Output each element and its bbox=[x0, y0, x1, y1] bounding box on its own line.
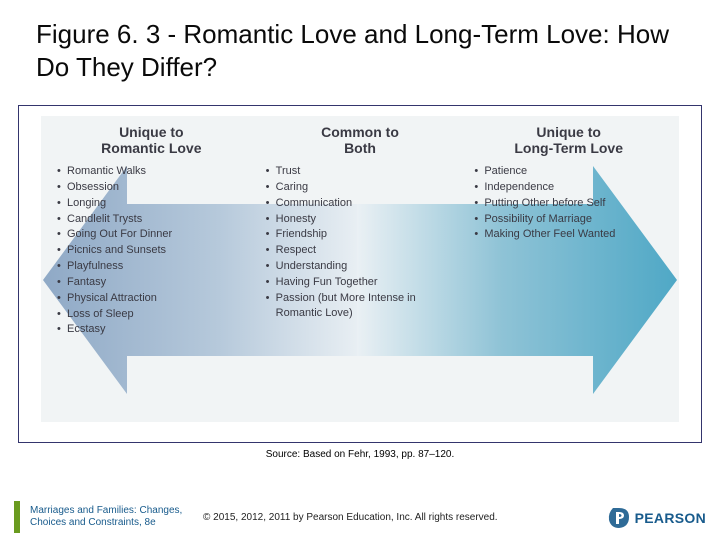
list-item: Understanding bbox=[266, 259, 459, 274]
figure-frame: Unique toRomantic Love Romantic WalksObs… bbox=[18, 105, 702, 443]
pearson-p-icon bbox=[607, 506, 631, 530]
footer: Marriages and Families: Changes, Choices… bbox=[0, 494, 720, 540]
column-heading-right: Unique toLong-Term Love bbox=[470, 124, 667, 160]
column-heading-left: Unique toRomantic Love bbox=[53, 124, 250, 160]
list-item: Physical Attraction bbox=[57, 291, 250, 306]
list-item: Patience bbox=[474, 164, 667, 179]
list-item: Playfulness bbox=[57, 259, 250, 274]
list-common: TrustCaringCommunicationHonestyFriendshi… bbox=[262, 164, 459, 320]
column-common: Common toBoth TrustCaringCommunicationHo… bbox=[256, 124, 465, 416]
book-line2: Choices and Constraints, 8e bbox=[30, 517, 156, 528]
pearson-brand: PEARSON bbox=[607, 506, 706, 530]
list-item: Passion (but More Intense in Romantic Lo… bbox=[266, 291, 459, 321]
accent-bar bbox=[14, 501, 20, 533]
list-item: Trust bbox=[266, 164, 459, 179]
list-item: Obsession bbox=[57, 180, 250, 195]
source-citation: Source: Based on Fehr, 1993, pp. 87–120. bbox=[0, 449, 720, 460]
list-romantic: Romantic WalksObsessionLongingCandlelit … bbox=[53, 164, 250, 337]
columns: Unique toRomantic Love Romantic WalksObs… bbox=[47, 124, 673, 416]
list-item: Possibility of Marriage bbox=[474, 212, 667, 227]
pearson-wordmark: PEARSON bbox=[635, 510, 706, 526]
list-item: Making Other Feel Wanted bbox=[474, 227, 667, 242]
list-item: Romantic Walks bbox=[57, 164, 250, 179]
list-item: Having Fun Together bbox=[266, 275, 459, 290]
book-title: Marriages and Families: Changes, Choices… bbox=[30, 505, 195, 529]
book-line1: Marriages and Families: Changes, bbox=[30, 505, 182, 516]
column-romantic: Unique toRomantic Love Romantic WalksObs… bbox=[47, 124, 256, 416]
list-item: Friendship bbox=[266, 227, 459, 242]
list-item: Honesty bbox=[266, 212, 459, 227]
list-item: Loss of Sleep bbox=[57, 307, 250, 322]
list-longterm: PatienceIndependencePutting Other before… bbox=[470, 164, 667, 242]
copyright-text: © 2015, 2012, 2011 by Pearson Education,… bbox=[203, 512, 498, 523]
list-item: Putting Other before Self bbox=[474, 196, 667, 211]
figure-panel: Unique toRomantic Love Romantic WalksObs… bbox=[41, 116, 679, 422]
figure-title: Figure 6. 3 - Romantic Love and Long-Ter… bbox=[0, 0, 720, 93]
list-item: Going Out For Dinner bbox=[57, 227, 250, 242]
list-item: Fantasy bbox=[57, 275, 250, 290]
list-item: Candlelit Trysts bbox=[57, 212, 250, 227]
list-item: Picnics and Sunsets bbox=[57, 243, 250, 258]
list-item: Caring bbox=[266, 180, 459, 195]
list-item: Independence bbox=[474, 180, 667, 195]
list-item: Ecstasy bbox=[57, 322, 250, 337]
column-heading-middle: Common toBoth bbox=[262, 124, 459, 160]
list-item: Respect bbox=[266, 243, 459, 258]
list-item: Communication bbox=[266, 196, 459, 211]
column-longterm: Unique toLong-Term Love PatienceIndepend… bbox=[464, 124, 673, 416]
list-item: Longing bbox=[57, 196, 250, 211]
